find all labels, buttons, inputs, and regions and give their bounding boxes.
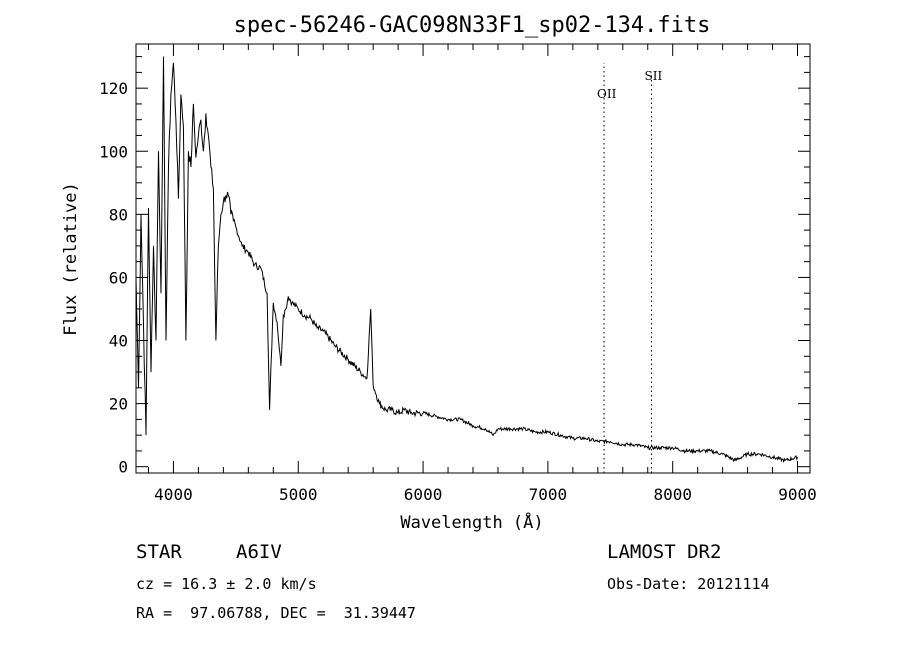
coordinates-readout: RA = 97.06788, DEC = 31.39447 bbox=[136, 604, 416, 622]
y-tick-label: 100 bbox=[99, 142, 128, 161]
observation-date: Obs-Date: 20121114 bbox=[607, 575, 770, 593]
object-type: STAR bbox=[136, 541, 182, 563]
x-tick-label: 4000 bbox=[154, 485, 193, 504]
spectral-subclass: A6IV bbox=[236, 541, 282, 563]
y-tick-label: 80 bbox=[109, 205, 128, 224]
x-tick-label: 9000 bbox=[778, 485, 817, 504]
redshift-readout: cz = 16.3 ± 2.0 km/s bbox=[136, 575, 317, 593]
axis-ticks: 4000 5000 6000 7000 8000 9000 0 20 40 60 80 100 120 bbox=[99, 44, 817, 504]
y-tick-label: 120 bbox=[99, 79, 128, 98]
x-tick-label: 5000 bbox=[279, 485, 318, 504]
spectrum-line bbox=[135, 56, 798, 464]
x-tick-label: 7000 bbox=[529, 485, 568, 504]
line-annotations: OII SII bbox=[597, 62, 662, 473]
x-tick-label: 6000 bbox=[404, 485, 443, 504]
annotation-label: SII bbox=[644, 69, 662, 83]
annotation-label: OII bbox=[597, 87, 617, 101]
y-tick-label: 20 bbox=[109, 395, 128, 414]
x-tick-label: 8000 bbox=[653, 485, 692, 504]
chart-title: spec-56246-GAC098N33F1_sp02-134.fits bbox=[234, 13, 711, 38]
y-tick-label: 0 bbox=[118, 458, 128, 477]
y-tick-label: 60 bbox=[109, 268, 128, 287]
survey-name: LAMOST DR2 bbox=[607, 541, 722, 563]
y-axis-label: Flux (relative) bbox=[61, 182, 81, 336]
y-tick-label: 40 bbox=[109, 332, 128, 351]
x-axis-label: Wavelength (Å) bbox=[400, 511, 543, 533]
plot-frame bbox=[135, 43, 811, 474]
